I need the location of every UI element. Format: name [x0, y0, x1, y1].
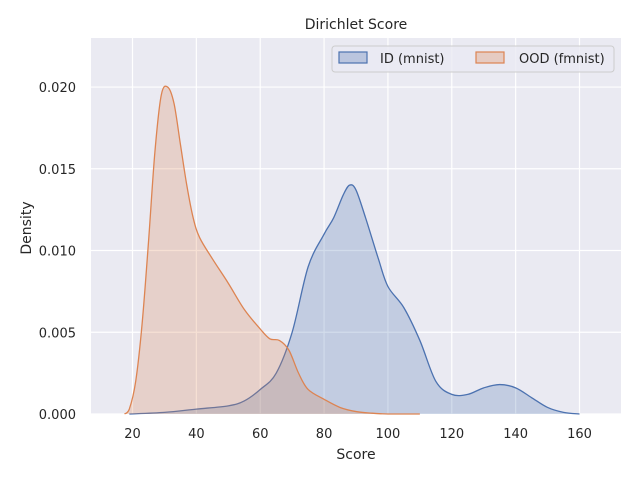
x-tick-label: 160	[567, 427, 592, 442]
y-tick-label: 0.005	[39, 326, 76, 341]
chart-title: Dirichlet Score	[305, 17, 408, 33]
y-tick-label: 0.010	[39, 245, 76, 260]
series-line-0	[129, 184, 580, 415]
x-axis-label: Score	[336, 447, 375, 463]
y-tick-label: 0.015	[39, 163, 76, 178]
x-tick-label: 120	[439, 427, 464, 442]
y-tick-labels: 0.000 0.005 0.010 0.015 0.020	[39, 81, 76, 423]
x-tick-labels: 20 40 60 80 100 120 140 160	[124, 427, 592, 442]
plot-background	[91, 38, 621, 414]
legend-label-id: ID (mnist)	[380, 52, 445, 67]
y-tick-label: 0.020	[39, 81, 76, 96]
x-tick-label: 20	[124, 427, 141, 442]
grid	[91, 38, 621, 415]
x-tick-label: 140	[503, 427, 528, 442]
x-tick-label: 100	[376, 427, 401, 442]
legend-label-ood: OOD (fmnist)	[519, 52, 605, 67]
series-fill-1	[124, 86, 420, 415]
legend-box	[331, 45, 615, 73]
legend-swatch-ood	[475, 51, 505, 64]
series-areas	[124, 85, 580, 415]
x-tick-label: 80	[316, 427, 333, 442]
x-tick-label: 40	[188, 427, 205, 442]
legend: ID (mnist) OOD (fmnist)	[331, 45, 615, 73]
x-tick-label: 60	[252, 427, 269, 442]
series-line-1	[124, 85, 420, 415]
series-fill-0	[129, 184, 580, 414]
y-axis-label: Density	[19, 201, 35, 254]
legend-swatch-id	[338, 51, 368, 64]
y-tick-label: 0.000	[39, 408, 76, 423]
